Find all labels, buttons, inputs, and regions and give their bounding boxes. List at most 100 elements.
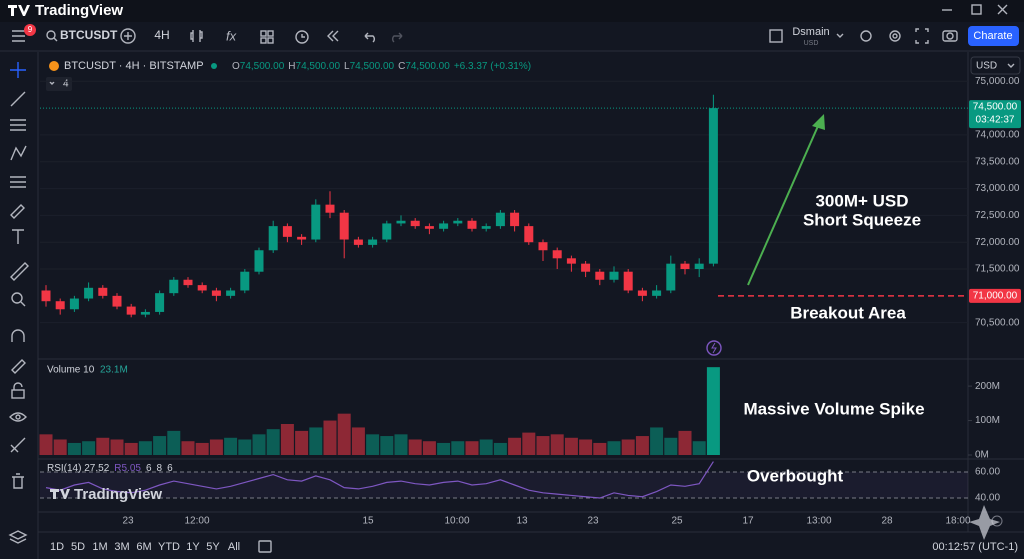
x-tick-label: 23 — [587, 516, 599, 527]
watermark: TradingView — [74, 486, 162, 503]
clock: 00:12:57 (UTC-1) — [932, 541, 1018, 553]
annotation-arrow — [747, 125, 819, 286]
menu-button[interactable] — [12, 30, 25, 42]
candle-body — [297, 236, 307, 240]
candle-body — [467, 220, 477, 229]
currency-select[interactable] — [970, 56, 1021, 75]
candle-body — [694, 263, 704, 270]
ohlc-value: 74,500.00 — [405, 61, 450, 72]
volume-bar — [224, 437, 238, 455]
legend-ohlc: O74,500.00 H74,500.00 L74,500.00 C74,500.00… — [232, 61, 531, 72]
volume-bar — [564, 437, 578, 455]
replay-button[interactable] — [327, 30, 339, 42]
layouts-button[interactable] — [260, 30, 274, 44]
candle-body — [510, 212, 520, 227]
indicators-button[interactable]: fx — [226, 28, 237, 43]
volume-bar — [479, 439, 493, 455]
interval[interactable]: 4H — [154, 28, 169, 42]
volume-bar — [706, 367, 720, 455]
range-button[interactable]: YTD — [158, 541, 180, 553]
x-tick-label: 15 — [362, 516, 374, 527]
date-range-button[interactable] — [258, 540, 272, 553]
range-button[interactable]: 1D — [50, 541, 64, 553]
candle-body — [98, 287, 108, 296]
symbol-search[interactable] — [46, 30, 58, 42]
layout-name[interactable]: Dsmain — [792, 26, 829, 38]
candle-body — [538, 242, 548, 251]
volume-bar — [635, 436, 649, 455]
indicator-count: 4 — [63, 79, 69, 90]
volume-bar — [124, 442, 138, 455]
volume-bar — [579, 439, 593, 455]
watermark-logo — [50, 489, 70, 499]
ohlc-change: +6.3.37 (+0.31%) — [454, 61, 531, 72]
annotation: Overbought — [747, 466, 844, 485]
range-button[interactable]: 3M — [114, 541, 129, 553]
ohlc-key: C — [398, 61, 405, 72]
primary-button-label[interactable]: Charate — [973, 30, 1012, 42]
range-button[interactable]: All — [228, 541, 240, 553]
chart-type-button[interactable] — [190, 30, 203, 42]
volume-bar — [664, 437, 678, 455]
currency-chevron[interactable] — [1007, 63, 1015, 68]
range-button[interactable]: 5D — [71, 541, 85, 553]
compare-button[interactable] — [120, 28, 136, 44]
undo-button[interactable] — [364, 32, 375, 43]
candle-body — [41, 290, 51, 302]
candle-body — [581, 263, 591, 272]
volume-bar — [366, 434, 380, 455]
y-tick-label: 71,500.00 — [975, 264, 1020, 275]
volume-title: Volume 10 — [47, 365, 95, 376]
layout-chevron[interactable] — [836, 33, 844, 38]
volume-bar — [309, 427, 323, 455]
candle-body — [708, 108, 718, 264]
ohlc-value: 74,500.00 — [240, 61, 285, 72]
volume-bar — [323, 420, 337, 455]
volume-bar — [451, 441, 465, 455]
rsi-param: 6 — [146, 463, 152, 474]
x-tick-label: 12:00 — [184, 516, 209, 527]
range-button[interactable]: 5Y — [206, 541, 220, 553]
title-bar — [0, 0, 1024, 22]
volume-bar — [96, 437, 110, 455]
x-tick-label: 13 — [516, 516, 528, 527]
notification-badge — [24, 24, 36, 36]
indicator-toggle[interactable] — [46, 77, 72, 91]
range-button[interactable]: 1Y — [186, 541, 200, 553]
last-price-label: 74,500.00 — [973, 102, 1018, 113]
layout-icon[interactable] — [769, 29, 783, 43]
x-tick-label: 18:00 — [945, 516, 970, 527]
range-button[interactable]: 1M — [92, 541, 107, 553]
rsi-tick-label: 40.00 — [975, 493, 1000, 504]
candle-body — [552, 250, 562, 259]
volume-bar — [110, 439, 124, 455]
candle-body — [112, 295, 122, 307]
alert-button[interactable] — [295, 30, 309, 44]
countdown: 03:42:37 — [976, 115, 1015, 126]
range-button[interactable]: 6M — [136, 541, 151, 553]
volume-bar — [437, 442, 451, 455]
primary-button[interactable] — [968, 26, 1019, 46]
currency[interactable]: USD — [976, 61, 997, 72]
redo-button[interactable] — [392, 32, 403, 43]
y-tick-label: 74,000.00 — [975, 130, 1020, 141]
drawing-tools[interactable] — [8, 62, 29, 544]
y-tick-label: 73,000.00 — [975, 183, 1020, 194]
volume-bar — [252, 434, 266, 455]
volume-bar — [351, 427, 365, 455]
candle-body — [609, 271, 619, 280]
volume-tick-label: 100M — [975, 415, 1000, 426]
candle-body — [680, 263, 690, 270]
event-icon[interactable] — [706, 340, 722, 356]
ohlc-key: O — [232, 61, 240, 72]
rsi-param: 6 — [167, 463, 173, 474]
indicator-chevron[interactable] — [49, 81, 55, 85]
toolbar-right-icons[interactable] — [860, 28, 958, 44]
brand: TradingView — [35, 2, 123, 19]
candle-body — [637, 290, 647, 296]
symbol[interactable]: BTCUSDT — [60, 28, 118, 42]
window-controls[interactable] — [942, 4, 1008, 15]
candle-body — [140, 311, 150, 315]
level-label: 71,000.00 — [973, 290, 1018, 301]
candle-body — [311, 204, 321, 240]
